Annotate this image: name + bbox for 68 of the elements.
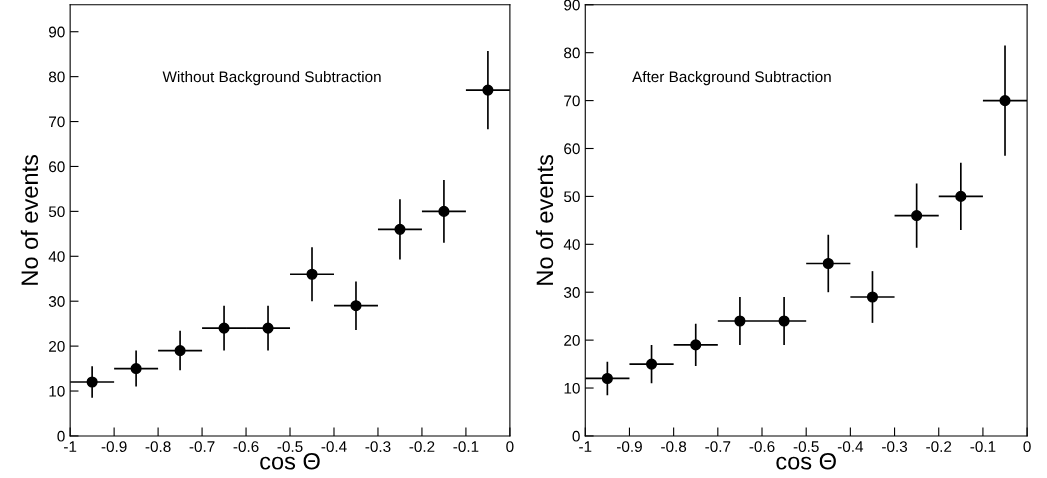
x-tick-label: 0	[506, 441, 514, 453]
y-tick-label: 0	[57, 430, 65, 442]
point	[482, 84, 494, 96]
y-tick-label: 80	[564, 47, 580, 59]
y-tick-label: 10	[49, 385, 65, 397]
y-tick-label: 20	[49, 340, 65, 352]
annotation: Without Background Subtraction	[162, 70, 381, 86]
point	[350, 300, 362, 312]
y-tick-label: 70	[49, 116, 65, 128]
y-axis-title: No of events	[535, 154, 554, 285]
point	[999, 95, 1011, 107]
point	[822, 257, 834, 270]
x-tick-label: -0.3	[365, 441, 391, 453]
x-tick-label: -0.3	[882, 441, 908, 453]
x-tick-label: -1	[579, 441, 592, 452]
y-tick-label: 90	[49, 26, 65, 38]
annotation: After Background Subtraction	[632, 70, 831, 86]
x-tick-label: -0.6	[749, 441, 775, 453]
point	[911, 210, 923, 222]
y-tick-label: 0	[572, 430, 580, 442]
y-tick-label: 60	[49, 161, 65, 173]
x-tick-label: -0.2	[409, 441, 435, 453]
x-tick-label: -0.1	[970, 441, 996, 453]
point	[601, 372, 613, 385]
point	[645, 358, 658, 370]
point	[86, 376, 98, 388]
y-axis-title: No of events	[20, 154, 39, 285]
x-tick-label: -0.8	[661, 441, 687, 453]
x-tick-label: -0.9	[101, 441, 127, 453]
x-tick-label: -0.6	[233, 441, 259, 453]
x-tick-label: -0.9	[616, 441, 642, 453]
x-tick-label: -0.4	[321, 441, 347, 453]
y-tick-label: 30	[48, 296, 65, 307]
point	[306, 268, 318, 280]
y-tick-label: 30	[564, 287, 580, 298]
x-tick-label: -0.7	[705, 441, 731, 453]
x-axis-title: cos Θ	[776, 452, 836, 470]
point	[262, 322, 274, 334]
x-tick-label: -0.8	[145, 441, 171, 453]
x-axis-title: cos Θ	[260, 452, 320, 470]
x-tick-label: -1	[64, 441, 77, 452]
y-tick-label: 10	[564, 382, 580, 394]
x-tick-label: -0.4	[837, 441, 864, 453]
x-tick-label: -0.5	[793, 441, 819, 453]
point	[174, 345, 186, 357]
y-tick-label: 80	[48, 71, 65, 83]
point	[778, 315, 790, 327]
point	[690, 339, 702, 351]
y-tick-label: 90	[564, 0, 580, 11]
y-tick-label: 50	[48, 206, 65, 218]
y-tick-label: 70	[564, 95, 580, 107]
point	[734, 315, 746, 327]
point	[218, 322, 230, 334]
x-tick-label: -0.1	[453, 441, 479, 453]
x-tick-label: 0	[1023, 441, 1031, 453]
x-tick-label: -0.5	[277, 441, 303, 453]
point	[394, 223, 406, 235]
x-tick-label: -0.2	[926, 441, 952, 453]
point	[955, 190, 967, 202]
point	[438, 205, 450, 217]
point	[866, 291, 879, 303]
y-tick-label: 20	[564, 334, 580, 346]
point	[130, 363, 142, 375]
x-tick-label: -0.7	[189, 441, 215, 453]
y-tick-label: 40	[48, 251, 65, 262]
y-tick-label: 50	[564, 191, 580, 203]
y-tick-label: 40	[563, 239, 580, 250]
y-tick-label: 60	[564, 143, 580, 155]
